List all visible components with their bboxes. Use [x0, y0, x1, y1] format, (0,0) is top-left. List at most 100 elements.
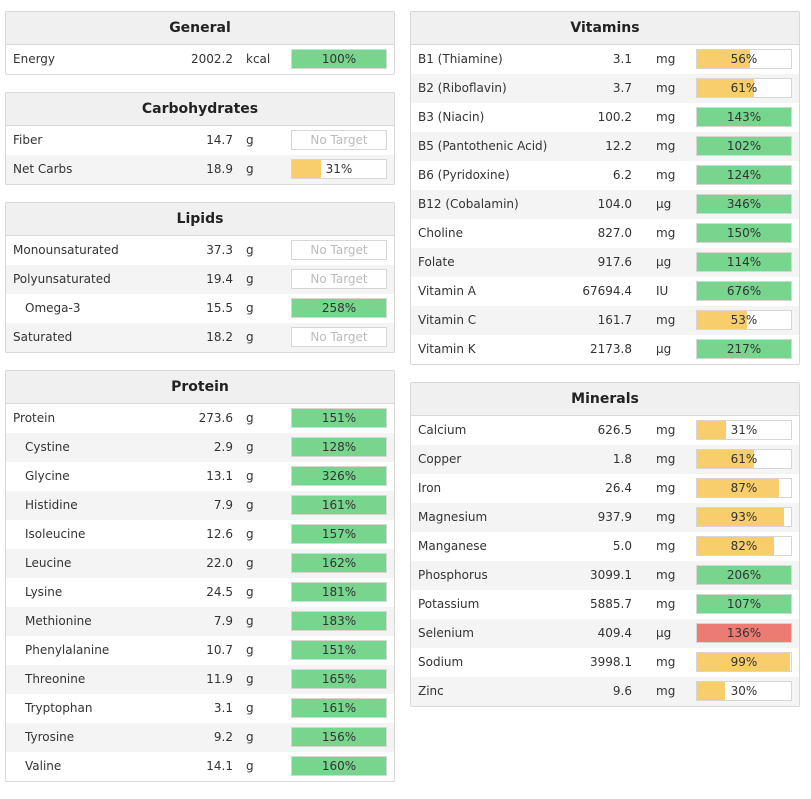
target-progress-bar: 162%: [291, 553, 387, 573]
nutrient-row[interactable]: B12 (Cobalamin) 104.0 µg 346%: [411, 190, 799, 219]
nutrient-row[interactable]: Monounsaturated 37.3 g No Target: [6, 236, 394, 265]
nutrient-row[interactable]: Protein 273.6 g 151%: [6, 404, 394, 433]
nutrient-amount: 7.9: [213, 614, 233, 628]
nutrient-row[interactable]: Tyrosine 9.2 g 156%: [6, 723, 394, 752]
target-progress-fill: [292, 612, 386, 630]
nutrient-row[interactable]: Potassium 5885.7 mg 107%: [411, 590, 799, 619]
target-progress-bar: 100%: [291, 49, 387, 69]
target-progress-fill: [697, 595, 791, 613]
target-progress-fill: [697, 311, 747, 329]
target-progress-fill: [292, 438, 386, 456]
nutrient-row[interactable]: Iron 26.4 mg 87%: [411, 474, 799, 503]
target-percent-label: 82%: [730, 539, 758, 553]
target-percent-label: 56%: [730, 52, 758, 66]
nutrient-row[interactable]: Methionine 7.9 g 183%: [6, 607, 394, 636]
nutrient-row[interactable]: Lysine 24.5 g 181%: [6, 578, 394, 607]
nutrient-row[interactable]: Vitamin K 2173.8 µg 217%: [411, 335, 799, 364]
target-progress-fill: [292, 409, 386, 427]
nutrient-row[interactable]: B3 (Niacin) 100.2 mg 143%: [411, 103, 799, 132]
nutrient-name: B6 (Pyridoxine): [418, 168, 510, 182]
nutrient-name: Glycine: [25, 469, 70, 483]
nutrient-row[interactable]: Isoleucine 12.6 g 157%: [6, 520, 394, 549]
target-percent-label: 143%: [726, 110, 762, 124]
nutrient-unit: g: [246, 162, 254, 176]
target-progress-bar: 53%: [696, 310, 792, 330]
target-percent-label: 346%: [726, 197, 762, 211]
target-percent-label: 30%: [730, 684, 758, 698]
nutrient-row[interactable]: Folate 917.6 µg 114%: [411, 248, 799, 277]
nutrient-row[interactable]: B1 (Thiamine) 3.1 mg 56%: [411, 45, 799, 74]
nutrient-row[interactable]: Calcium 626.5 mg 31%: [411, 416, 799, 445]
nutrient-row[interactable]: Omega-3 15.5 g 258%: [6, 294, 394, 323]
nutrient-row[interactable]: Tryptophan 3.1 g 161%: [6, 694, 394, 723]
nutrient-row[interactable]: Copper 1.8 mg 61%: [411, 445, 799, 474]
nutrient-row[interactable]: Saturated 18.2 g No Target: [6, 323, 394, 352]
nutrient-row[interactable]: Valine 14.1 g 160%: [6, 752, 394, 781]
nutrient-unit: g: [246, 411, 254, 425]
nutrient-row[interactable]: Manganese 5.0 mg 82%: [411, 532, 799, 561]
nutrient-name: Threonine: [25, 672, 86, 686]
target-progress-bar: 31%: [291, 159, 387, 179]
nutrient-amount: 15.5: [206, 301, 233, 315]
nutrient-row[interactable]: Polyunsaturated 19.4 g No Target: [6, 265, 394, 294]
target-percent-label: 128%: [321, 440, 357, 454]
nutrient-name: Net Carbs: [13, 162, 73, 176]
target-percent-label: 217%: [726, 342, 762, 356]
nutrient-amount: 37.3: [206, 243, 233, 257]
target-progress-bar: No Target: [291, 240, 387, 260]
nutrient-name: Calcium: [418, 423, 467, 437]
nutrient-amount: 2.9: [213, 440, 233, 454]
target-percent-label: 100%: [321, 52, 357, 66]
nutrient-amount: 19.4: [206, 272, 233, 286]
nutrient-row[interactable]: B6 (Pyridoxine) 6.2 mg 124%: [411, 161, 799, 190]
vitamins-rows: B1 (Thiamine) 3.1 mg 56% B2 (Riboflavin) 3.7 m…: [411, 45, 799, 364]
nutrient-row[interactable]: Phenylalanine 10.7 g 151%: [6, 636, 394, 665]
target-progress-bar: 161%: [291, 698, 387, 718]
target-progress-fill: [292, 525, 386, 543]
nutrient-row[interactable]: Cystine 2.9 g 128%: [6, 433, 394, 462]
nutrient-row[interactable]: Threonine 11.9 g 165%: [6, 665, 394, 694]
nutrient-unit: mg: [656, 684, 676, 698]
target-progress-bar: 56%: [696, 49, 792, 69]
nutrient-amount: 3.7: [612, 81, 632, 95]
nutrient-row[interactable]: Fiber 14.7 g No Target: [6, 126, 394, 155]
nutrient-row[interactable]: Vitamin A 67694.4 IU 676%: [411, 277, 799, 306]
nutrient-unit: mg: [656, 452, 676, 466]
nutrient-amount: 273.6: [198, 411, 233, 425]
nutrient-row[interactable]: Phosphorus 3099.1 mg 206%: [411, 561, 799, 590]
target-percent-label: No Target: [310, 133, 368, 147]
nutrient-unit: g: [246, 272, 254, 286]
nutrient-name: Selenium: [418, 626, 474, 640]
nutrient-row[interactable]: Glycine 13.1 g 326%: [6, 462, 394, 491]
target-progress-fill: [697, 253, 791, 271]
nutrient-unit: mg: [656, 568, 676, 582]
nutrient-row[interactable]: B5 (Pantothenic Acid) 12.2 mg 102%: [411, 132, 799, 161]
target-progress-fill: [697, 537, 775, 555]
nutrient-row[interactable]: Sodium 3998.1 mg 99%: [411, 648, 799, 677]
nutrient-name: Lysine: [25, 585, 63, 599]
target-progress-bar: 143%: [696, 107, 792, 127]
nutrient-unit: g: [246, 614, 254, 628]
nutrient-unit: kcal: [246, 52, 271, 66]
target-progress-bar: 165%: [291, 669, 387, 689]
nutrient-row[interactable]: Magnesium 937.9 mg 93%: [411, 503, 799, 532]
target-progress-bar: 160%: [291, 756, 387, 776]
left-column: General Energy 2002.2 kcal 100% Carbohydrat…: [5, 11, 395, 799]
nutrient-row[interactable]: Choline 827.0 mg 150%: [411, 219, 799, 248]
nutrient-row[interactable]: Selenium 409.4 µg 136%: [411, 619, 799, 648]
nutrient-name: Zinc: [418, 684, 444, 698]
nutrient-name: Vitamin K: [418, 342, 476, 356]
nutrient-row[interactable]: Energy 2002.2 kcal 100%: [6, 45, 394, 74]
target-progress-bar: 87%: [696, 478, 792, 498]
target-percent-label: 87%: [730, 481, 758, 495]
target-progress-bar: No Target: [291, 327, 387, 347]
nutrient-row[interactable]: Net Carbs 18.9 g 31%: [6, 155, 394, 184]
nutrient-amount: 3998.1: [590, 655, 632, 669]
nutrient-row[interactable]: Leucine 22.0 g 162%: [6, 549, 394, 578]
nutrient-row[interactable]: B2 (Riboflavin) 3.7 mg 61%: [411, 74, 799, 103]
nutrient-row[interactable]: Histidine 7.9 g 161%: [6, 491, 394, 520]
nutrient-row[interactable]: Vitamin C 161.7 mg 53%: [411, 306, 799, 335]
nutrient-row[interactable]: Zinc 9.6 mg 30%: [411, 677, 799, 706]
nutrient-amount: 5.0: [612, 539, 632, 553]
nutrient-unit: g: [246, 759, 254, 773]
